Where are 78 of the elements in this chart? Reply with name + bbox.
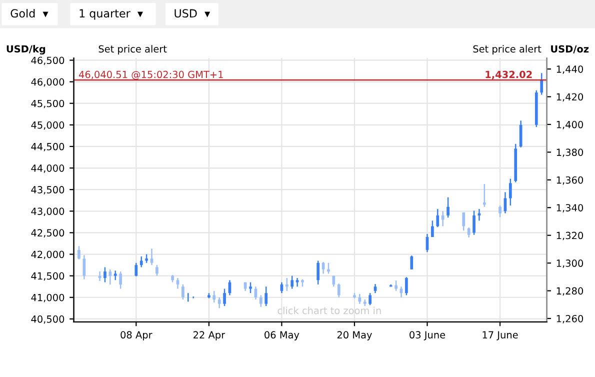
candlestick	[316, 260, 320, 286]
candlestick	[410, 254, 414, 270]
candlestick	[290, 275, 294, 290]
text: Gold ▾	[10, 8, 48, 18]
y-tick-label: 46,000	[31, 78, 64, 87]
y2-tick-label: 1,300	[556, 260, 584, 268]
y-tick-label: 45,000	[31, 121, 64, 130]
text: USD ▾	[174, 9, 210, 18]
candlestick	[212, 290, 216, 304]
y-tick-label: 45,500	[31, 100, 64, 108]
candlestick	[104, 266, 106, 283]
candlestick	[467, 226, 470, 238]
candlestick	[285, 277, 288, 292]
text: 1 quarter ▾	[80, 9, 143, 20]
candlestick	[249, 282, 252, 294]
candlestick	[498, 204, 502, 218]
y2-tick-label: 1,340	[556, 204, 584, 212]
candlestick	[119, 270, 122, 290]
candlestick	[431, 220, 434, 238]
candlestick	[150, 248, 154, 266]
x-tick-label: 17 June	[482, 331, 518, 340]
candlestick	[508, 178, 512, 206]
y-tick-label: 46,500	[31, 56, 64, 66]
x-tick-label: 20 May	[337, 331, 372, 340]
y2-tick-label: 1,360	[556, 176, 584, 185]
y-axis-title: USD/kg	[6, 45, 46, 55]
candlestick	[374, 283, 377, 294]
candlestick	[337, 282, 340, 298]
candlestick	[182, 284, 184, 300]
y-tick-label: 42,000	[31, 250, 64, 260]
candlestick	[114, 270, 117, 281]
candlestick	[108, 268, 112, 286]
candlestick	[358, 293, 362, 304]
y2-axis-title: USD/oz	[551, 45, 589, 54]
y2-tick-label: 1,420	[556, 93, 584, 102]
candlestick	[405, 276, 408, 296]
x-tick-label: 08 Apr	[120, 331, 152, 340]
candlestick	[368, 292, 372, 306]
y-tick-label: 43,500	[31, 186, 64, 194]
y-tick-label: 40,500	[31, 315, 64, 324]
candlestick	[394, 280, 398, 292]
y2-tick-label: 1,260	[556, 314, 584, 324]
y2-tick-label: 1,380	[556, 148, 584, 157]
y-tick-label: 42,500	[31, 229, 64, 238]
candlestick	[140, 256, 143, 268]
candlestick	[82, 254, 86, 280]
y-tick-label: 41,500	[31, 272, 64, 281]
y-tick-label: 43,000	[31, 208, 64, 216]
candlestick	[259, 294, 262, 308]
candlestick	[441, 210, 444, 227]
candlestick	[218, 296, 221, 309]
y-tick-label: 41,000	[31, 294, 64, 302]
y-tick-label: 44,000	[31, 164, 64, 173]
ref-line-label: 46,040.51 @15:02:30 GMT+1	[78, 70, 223, 80]
candlestick	[78, 245, 80, 260]
candlestick	[436, 208, 440, 228]
text: Set price alert	[473, 45, 542, 54]
y-tick-label: 44,500	[31, 142, 64, 152]
candlestick	[223, 288, 226, 307]
y2-tick-label: 1,440	[556, 65, 584, 74]
candlestick	[156, 264, 158, 276]
candlestick	[483, 183, 486, 208]
x-tick-label: 22 Apr	[194, 331, 226, 340]
candlestick	[134, 262, 138, 277]
candlestick	[446, 196, 450, 218]
candlestick	[176, 277, 180, 290]
annotation: 1,432.02	[486, 70, 532, 80]
y2-tick-label: 1,280	[556, 287, 584, 296]
y2-tick-label: 1,320	[556, 232, 584, 240]
candlestick	[540, 72, 544, 96]
candlestick	[327, 262, 330, 274]
text: Set price alert	[98, 45, 167, 54]
candlestick	[472, 210, 476, 236]
y2-tick-label: 1,400	[556, 120, 584, 130]
candlestick	[264, 286, 268, 307]
x-tick-label: 03 June	[410, 331, 446, 340]
x-tick-label: 06 May	[264, 331, 300, 340]
candlestick	[462, 212, 466, 232]
